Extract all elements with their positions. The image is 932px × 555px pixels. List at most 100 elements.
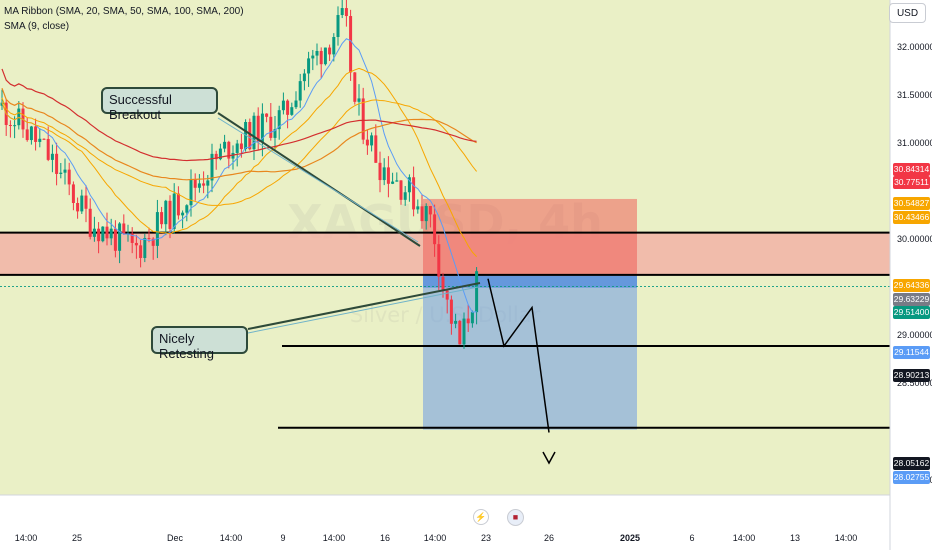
price-label: 30.77511 xyxy=(893,176,930,189)
us-flag-icon[interactable]: ■ xyxy=(507,509,524,526)
candle-body xyxy=(25,129,29,141)
candle-body xyxy=(71,184,75,203)
candle-body xyxy=(290,107,294,115)
price-label: 30.54827 xyxy=(893,197,930,210)
x-tick-label: Dec xyxy=(166,533,183,543)
candle-body xyxy=(76,202,80,212)
candle-body xyxy=(424,206,428,222)
candle-body xyxy=(218,148,222,160)
candle-body xyxy=(281,100,285,111)
annotation-successful-breakout[interactable]: Successful Breakout xyxy=(101,87,218,122)
x-tick-label: 14:00 xyxy=(219,533,243,543)
candle-body xyxy=(185,205,189,213)
x-tick-label: 14:00 xyxy=(322,533,346,543)
candle-body xyxy=(84,195,88,209)
price-label: 30.84314 xyxy=(893,163,930,176)
candle-body xyxy=(370,135,374,146)
candle-body xyxy=(8,125,12,127)
candle-body xyxy=(97,228,101,242)
candle-body xyxy=(59,172,63,174)
take-profit-box xyxy=(423,275,637,430)
candle-body xyxy=(441,276,445,291)
candle-body xyxy=(433,214,437,245)
candle-body xyxy=(113,228,117,251)
candle-body xyxy=(176,193,180,216)
candle-body xyxy=(46,138,50,160)
candle-body xyxy=(151,238,155,246)
candle-body xyxy=(130,233,134,243)
candle-body xyxy=(391,181,395,184)
candle-body xyxy=(92,228,96,237)
candle-body xyxy=(340,8,344,16)
retest-pointer-line-inner xyxy=(247,286,479,334)
candle-body xyxy=(412,177,416,210)
candle-body xyxy=(307,58,311,74)
x-tick-label: 13 xyxy=(789,533,800,543)
y-tick-label: 30.00000 xyxy=(897,234,932,245)
entry-band xyxy=(423,275,637,288)
x-tick-label: 14:00 xyxy=(834,533,858,543)
candle-body xyxy=(302,73,306,82)
sma-9-line xyxy=(1,38,477,313)
candle-body xyxy=(449,299,453,324)
candle-body xyxy=(50,153,54,160)
price-label: 29.64336 xyxy=(893,279,930,292)
candle-body xyxy=(466,318,470,324)
sma-200-line xyxy=(1,68,477,162)
candle-body xyxy=(168,200,172,229)
legend-sma[interactable]: SMA (9, close) xyxy=(4,21,70,32)
candle-body xyxy=(357,98,361,102)
candle-body xyxy=(336,15,340,38)
projection-arrowhead xyxy=(542,451,556,465)
candle-body xyxy=(311,55,315,59)
candle-body xyxy=(416,206,420,210)
candle-body xyxy=(0,102,4,106)
candle-body xyxy=(273,129,277,138)
candle-body xyxy=(189,179,193,206)
x-tick-label: 2025 xyxy=(619,533,641,543)
candle-body xyxy=(458,320,462,345)
legend-ma-ribbon[interactable]: MA Ribbon (SMA, 20, SMA, 50, SMA, 100, S… xyxy=(4,6,244,17)
candle-body xyxy=(101,226,105,242)
candle-body xyxy=(328,47,332,55)
price-label: 28.05162 xyxy=(893,457,930,470)
flash-icon[interactable]: ⚡ xyxy=(473,509,489,525)
candle-body xyxy=(13,125,17,127)
candle-body xyxy=(395,180,399,182)
x-tick-label: 25 xyxy=(71,533,82,543)
candle-body xyxy=(462,318,466,345)
candle-body xyxy=(147,237,151,239)
candle-body xyxy=(223,141,227,149)
candle-body xyxy=(172,193,176,229)
candle-body xyxy=(386,167,390,184)
annotation-nicely-retesting[interactable]: Nicely Retesting xyxy=(151,326,248,361)
candle-body xyxy=(286,100,290,115)
candle-body xyxy=(454,320,458,324)
candle-body xyxy=(260,113,264,143)
currency-button[interactable]: USD xyxy=(889,3,926,23)
candle-body xyxy=(160,212,164,225)
x-tick-label: 14:00 xyxy=(732,533,756,543)
x-tick-label: 16 xyxy=(379,533,390,543)
candle-body xyxy=(38,138,42,142)
candle-body xyxy=(407,177,411,193)
candle-body xyxy=(105,226,109,239)
retest-pointer-line xyxy=(247,282,481,330)
price-label: 29.11544 xyxy=(893,346,930,359)
candle-body xyxy=(294,100,298,108)
y-tick-label: 28.50000 xyxy=(897,378,932,389)
projection-path xyxy=(487,278,550,433)
candle-body xyxy=(122,223,126,234)
y-tick-label: 29.00000 xyxy=(897,330,932,341)
price-label: 29.51400 xyxy=(893,306,930,319)
sma-50-line xyxy=(1,97,477,206)
candle-body xyxy=(332,37,336,55)
candle-body xyxy=(29,126,33,141)
candle-body xyxy=(269,116,273,138)
candle-body xyxy=(437,244,441,277)
candle-body xyxy=(197,183,201,188)
candle-body xyxy=(164,200,168,225)
candle-body xyxy=(80,195,84,212)
